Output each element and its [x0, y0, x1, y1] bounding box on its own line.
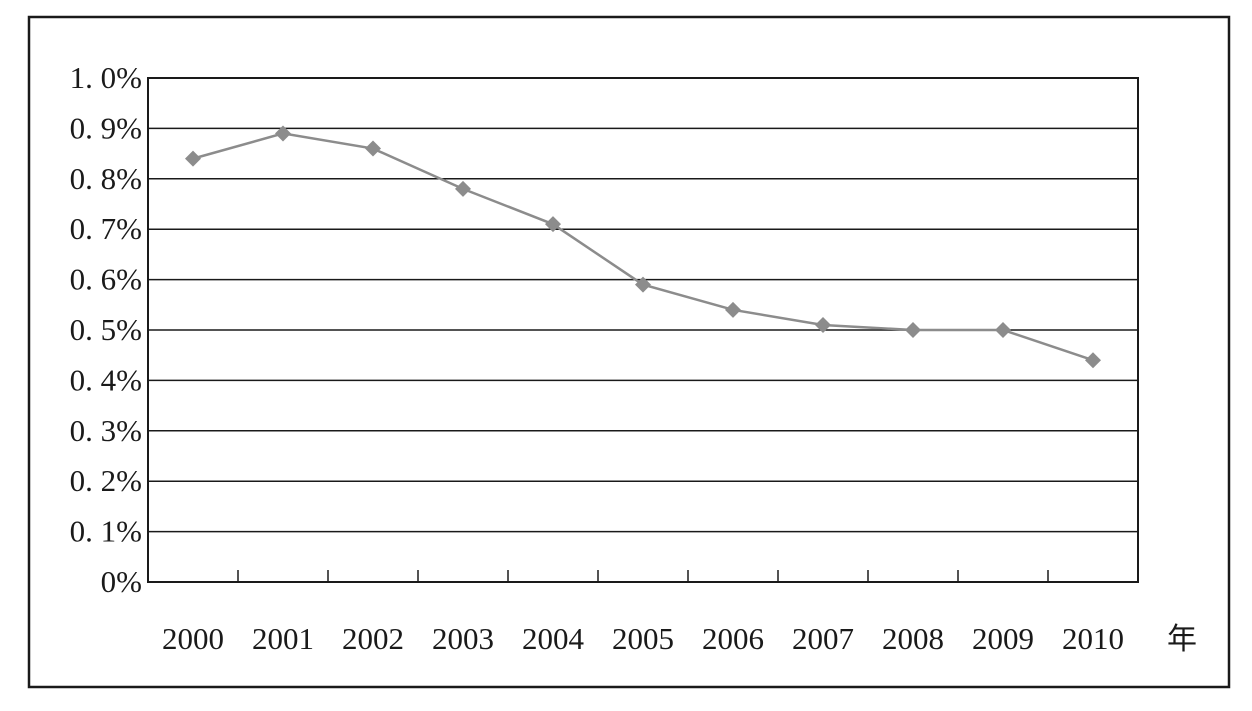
- x-tick-label: 2000: [162, 621, 224, 656]
- x-tick-label: 2002: [342, 621, 404, 656]
- data-point-marker: [275, 125, 291, 142]
- x-tick-label: 2009: [972, 621, 1034, 656]
- data-point-marker: [995, 322, 1011, 338]
- data-point-marker: [185, 150, 201, 167]
- x-axis-tick-marks: [237, 570, 1049, 582]
- data-point-marker: [365, 140, 381, 157]
- data-point-marker: [455, 180, 471, 197]
- x-axis-tick-labels: 2000 2001 2002 2003 2004 2005 2006 2007 2008 2009…: [162, 621, 1124, 656]
- x-tick-label: 2007: [792, 621, 854, 656]
- y-tick-label: 0. 3%: [70, 413, 142, 448]
- y-tick-label: 0. 4%: [70, 362, 142, 397]
- data-point-marker: [1085, 352, 1101, 369]
- x-tick-label: 2001: [252, 621, 314, 656]
- plot-area: [147, 77, 1139, 583]
- data-point-marker: [815, 316, 831, 333]
- y-tick-label: 0. 1%: [70, 514, 142, 549]
- y-tick-label: 0. 8%: [70, 161, 142, 196]
- data-point-marker: [635, 276, 651, 293]
- x-tick-label: 2008: [882, 621, 944, 656]
- y-tick-label: 0. 2%: [70, 463, 142, 498]
- x-tick-label: 2005: [612, 621, 674, 656]
- x-axis-unit-label: 年: [1167, 622, 1197, 657]
- data-point-marker: [545, 216, 561, 233]
- y-tick-label: 0. 9%: [70, 110, 142, 145]
- x-tick-label: 2006: [702, 621, 764, 656]
- chart-frame: [27, 15, 1231, 689]
- y-tick-label: 0. 7%: [70, 211, 142, 246]
- data-point-marker: [725, 301, 741, 318]
- y-axis-tick-labels: 0% 0. 1% 0. 2% 0. 3% 0. 4% 0. 5% 0. 6% 0. 7% 0. …: [70, 60, 142, 599]
- y-tick-label: 1. 0%: [70, 60, 142, 95]
- y-tick-label: 0%: [101, 564, 142, 599]
- x-tick-label: 2003: [432, 621, 494, 656]
- data-point-marker: [905, 322, 921, 338]
- y-tick-label: 0. 6%: [70, 262, 142, 297]
- series-layer: [185, 125, 1101, 369]
- y-tick-label: 0. 5%: [70, 312, 142, 347]
- x-tick-label: 2004: [522, 621, 585, 656]
- x-tick-label: 2010: [1062, 621, 1124, 656]
